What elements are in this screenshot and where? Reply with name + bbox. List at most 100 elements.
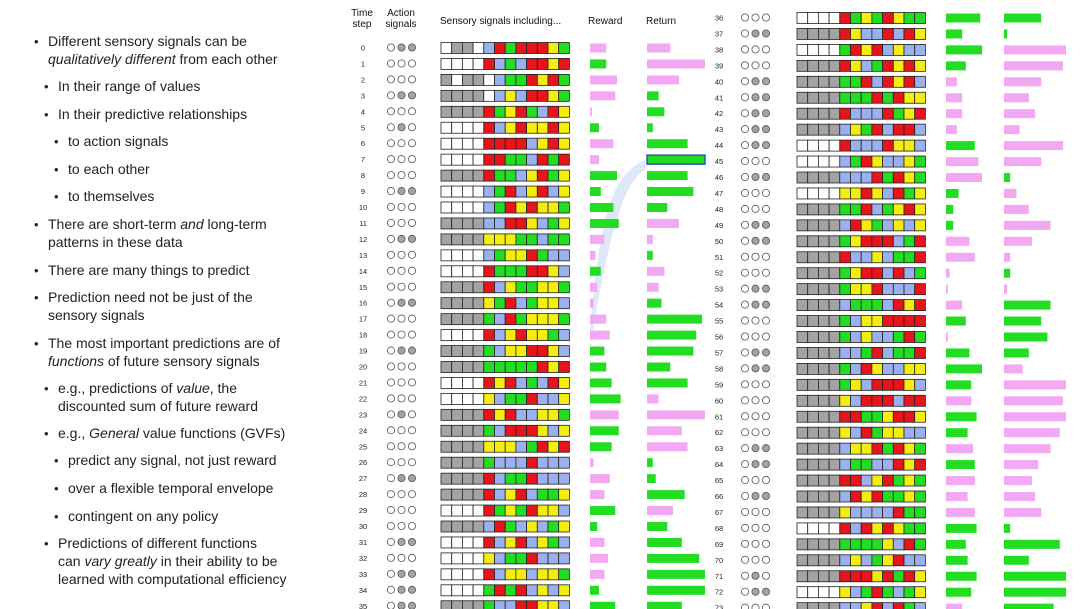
sensory-cell [494, 488, 506, 501]
sensory-cell [796, 490, 809, 503]
action-signal-circle [741, 77, 750, 86]
action-signal-circle [407, 75, 416, 84]
sensory-cell [882, 426, 894, 439]
sensory-cell [860, 219, 873, 232]
sensory-cell [494, 74, 506, 86]
sensory-cell [451, 329, 463, 342]
sensory-cell [461, 392, 474, 405]
sensory-cell [494, 153, 506, 166]
sensory-cell [494, 329, 506, 342]
sensory-cell [461, 361, 474, 373]
sensory-cell [892, 203, 905, 216]
sensory-cell [882, 44, 894, 56]
action-signal-circle [407, 410, 416, 419]
reward-bar [590, 474, 610, 484]
sensory-cell [536, 456, 549, 469]
sensory-cell [892, 474, 905, 487]
action-signal-circle [741, 29, 750, 38]
action-signal-circle [407, 442, 416, 451]
sensory-cell [547, 217, 560, 230]
sensory-cell [461, 568, 474, 581]
action-signal-circle [408, 601, 416, 609]
sensory-cell [451, 297, 463, 310]
sensory-cell [882, 570, 894, 583]
sensory-cell [871, 299, 884, 312]
action-signal-circle [741, 396, 750, 405]
sensory-cell [440, 440, 453, 453]
sensory-cell [871, 251, 884, 264]
sensory-cell [892, 139, 905, 152]
bullet-line: discounted sum of future reward [58, 398, 258, 415]
sensory-cell [882, 442, 894, 455]
sensory-cell [850, 522, 862, 535]
sensory-cell [839, 155, 851, 168]
return-bar [647, 43, 671, 53]
sensory-cell [494, 169, 506, 182]
reward-bar [590, 522, 598, 531]
sensory-cell [547, 345, 560, 357]
sensory-cell [796, 267, 809, 280]
sensory-cell [882, 155, 894, 168]
sensory-cell [818, 378, 830, 391]
sensory-cell [818, 474, 830, 487]
sensory-cell [871, 155, 884, 168]
bullet-dot-icon: • [34, 34, 39, 49]
sensory-cell [903, 219, 916, 232]
sensory-cell [451, 377, 463, 389]
action-signal-circle [741, 444, 750, 453]
sensory-cell [440, 105, 453, 118]
sensory-cell [547, 568, 560, 581]
sensory-cell [914, 235, 926, 248]
sensory-cell [796, 522, 809, 535]
sensory-cell [914, 378, 926, 391]
bullet-text: long-term [203, 216, 267, 232]
return-bar [1004, 523, 1011, 533]
sensory-cell [494, 536, 506, 549]
sensory-cell [526, 329, 538, 342]
action-signal-circle [407, 59, 416, 68]
sensory-cell [871, 267, 884, 280]
sensory-cell [472, 137, 485, 150]
sensory-cell [483, 488, 495, 501]
action-signal-circle [386, 250, 395, 259]
sensory-cell [807, 602, 819, 609]
sensory-cell [504, 600, 517, 609]
sensory-cell [871, 474, 884, 487]
sensory-cell [882, 12, 894, 24]
action-signal-circle [407, 426, 416, 435]
sensory-cell [860, 506, 873, 519]
time-step-label: 33 [359, 570, 367, 579]
action-signal-circle [397, 139, 406, 148]
sensory-cell [828, 155, 841, 168]
action-signal-circle [407, 171, 416, 180]
action-signal-circle [741, 555, 750, 564]
bullet-line: • to action signals [54, 133, 168, 150]
sensory-cell [882, 315, 894, 327]
reward-bar [946, 507, 975, 517]
sensory-cell [892, 155, 905, 168]
sensory-cell [504, 185, 517, 198]
return-bar [647, 298, 662, 308]
sensory-cell [892, 219, 905, 232]
sensory-cell [807, 506, 819, 519]
sensory-cell [903, 75, 916, 88]
action-signal-circle [397, 187, 406, 196]
action-signal-circle [397, 155, 406, 164]
return-bar [1004, 300, 1051, 310]
return-bar [1004, 93, 1029, 103]
sensory-cell [903, 203, 916, 216]
sensory-cell [818, 347, 830, 359]
sensory-cell [483, 137, 495, 150]
sensory-cell [828, 602, 841, 609]
sensory-cell [526, 504, 538, 517]
sensory-cell [558, 552, 570, 565]
sensory-cell [440, 520, 453, 533]
action-signal-circle [407, 378, 416, 387]
sensory-cell [850, 219, 862, 232]
sensory-cell [828, 12, 841, 24]
sensory-cell [807, 474, 819, 487]
sensory-cell [903, 426, 916, 439]
action-signal-circle [407, 139, 416, 148]
sensory-cell [440, 297, 453, 310]
bullet-text: over a flexible temporal envelope [68, 480, 274, 496]
